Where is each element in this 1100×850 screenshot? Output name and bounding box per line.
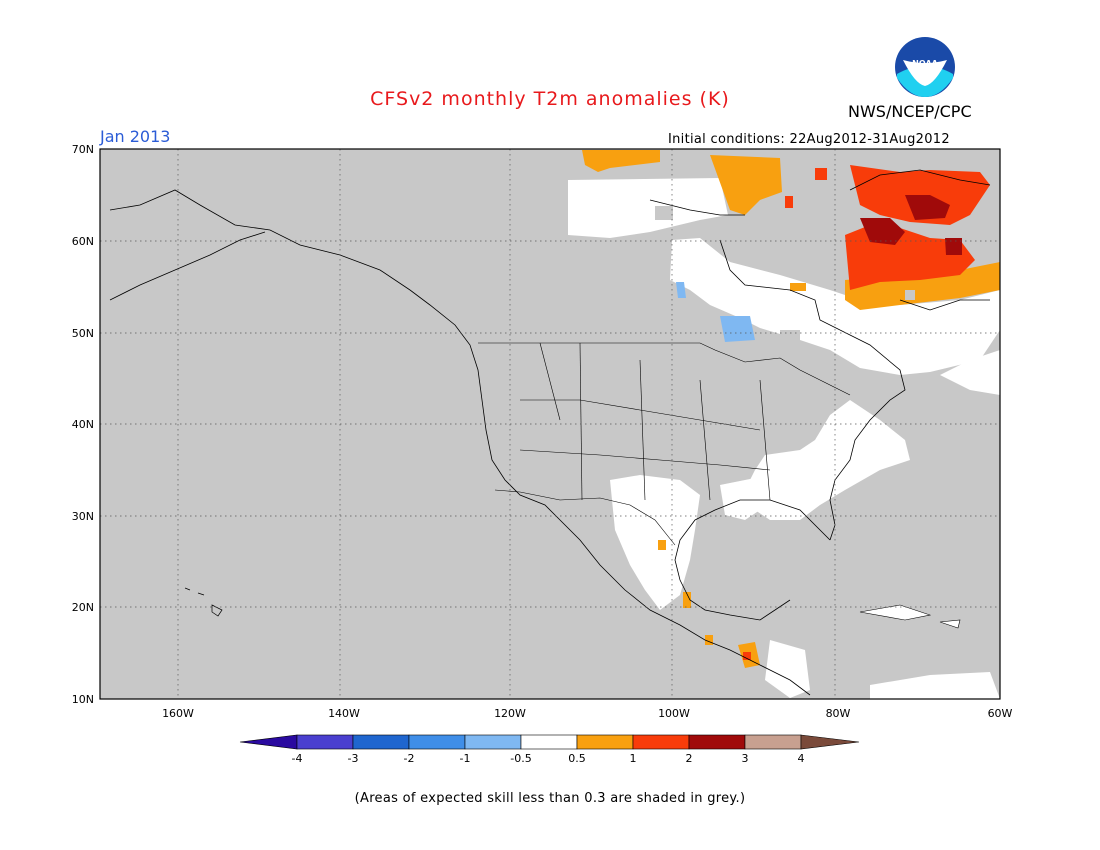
- lon-label: 140W: [328, 707, 360, 720]
- lat-label: 20N: [72, 601, 94, 614]
- colorbar-segment: [464, 734, 522, 750]
- colorbar-label: 1: [630, 752, 637, 765]
- lat-label: 50N: [72, 327, 94, 340]
- lat-label: 60N: [72, 235, 94, 248]
- colorbar-label: 3: [742, 752, 749, 765]
- colorbar-segment: [408, 734, 466, 750]
- colorbar-segment: [239, 734, 298, 750]
- lat-label: 30N: [72, 510, 94, 523]
- colorbar-segment: [800, 734, 860, 750]
- light-blue-regions: [676, 282, 755, 342]
- colorbar-label: -0.5: [510, 752, 531, 765]
- forecast-month: Jan 2013: [100, 127, 171, 146]
- dark-red-regions: [860, 195, 962, 255]
- colorbar-segment: [632, 734, 690, 750]
- colorbar-segment: [520, 734, 578, 750]
- lon-label: 160W: [162, 707, 194, 720]
- lon-label: 80W: [826, 707, 851, 720]
- lon-label: 60W: [988, 707, 1013, 720]
- colorbar-segment: [744, 734, 802, 750]
- skill-note: (Areas of expected skill less than 0.3 a…: [354, 791, 746, 806]
- graticule: [100, 149, 1000, 699]
- noaa-logo-icon: NOAA: [895, 37, 955, 97]
- map-frame: [99, 148, 1001, 700]
- lon-label: 100W: [658, 707, 690, 720]
- colorbar-label: -2: [404, 752, 415, 765]
- lat-label: 70N: [72, 143, 94, 156]
- chart-title: CFSv2 monthly T2m anomalies (K): [370, 88, 730, 110]
- colorbar-segment: [688, 734, 746, 750]
- colorbar-label: 2: [686, 752, 693, 765]
- initial-conditions: Initial conditions: 22Aug2012-31Aug2012: [668, 132, 950, 147]
- coastlines: [109, 169, 991, 696]
- lat-label: 10N: [72, 693, 94, 706]
- colorbar-segment: [296, 734, 354, 750]
- logo-text: NOAA: [912, 59, 938, 68]
- white-regions: [568, 178, 1000, 699]
- colorbar-label: -3: [348, 752, 359, 765]
- colorbar-segment: [352, 734, 410, 750]
- anomaly-field: [109, 150, 1000, 699]
- colorbar-segment: [576, 734, 634, 750]
- colorbar: -4 -3 -2 -1 -0.5 0.5 1 2 3 4: [239, 734, 860, 765]
- colorbar-label: 4: [798, 752, 805, 765]
- lat-label: 40N: [72, 418, 94, 431]
- agency-label: NWS/NCEP/CPC: [848, 102, 972, 121]
- political-borders: [478, 342, 851, 546]
- colorbar-label: -1: [460, 752, 471, 765]
- colorbar-label: -4: [292, 752, 303, 765]
- lon-label: 120W: [494, 707, 526, 720]
- colorbar-label: 0.5: [568, 752, 586, 765]
